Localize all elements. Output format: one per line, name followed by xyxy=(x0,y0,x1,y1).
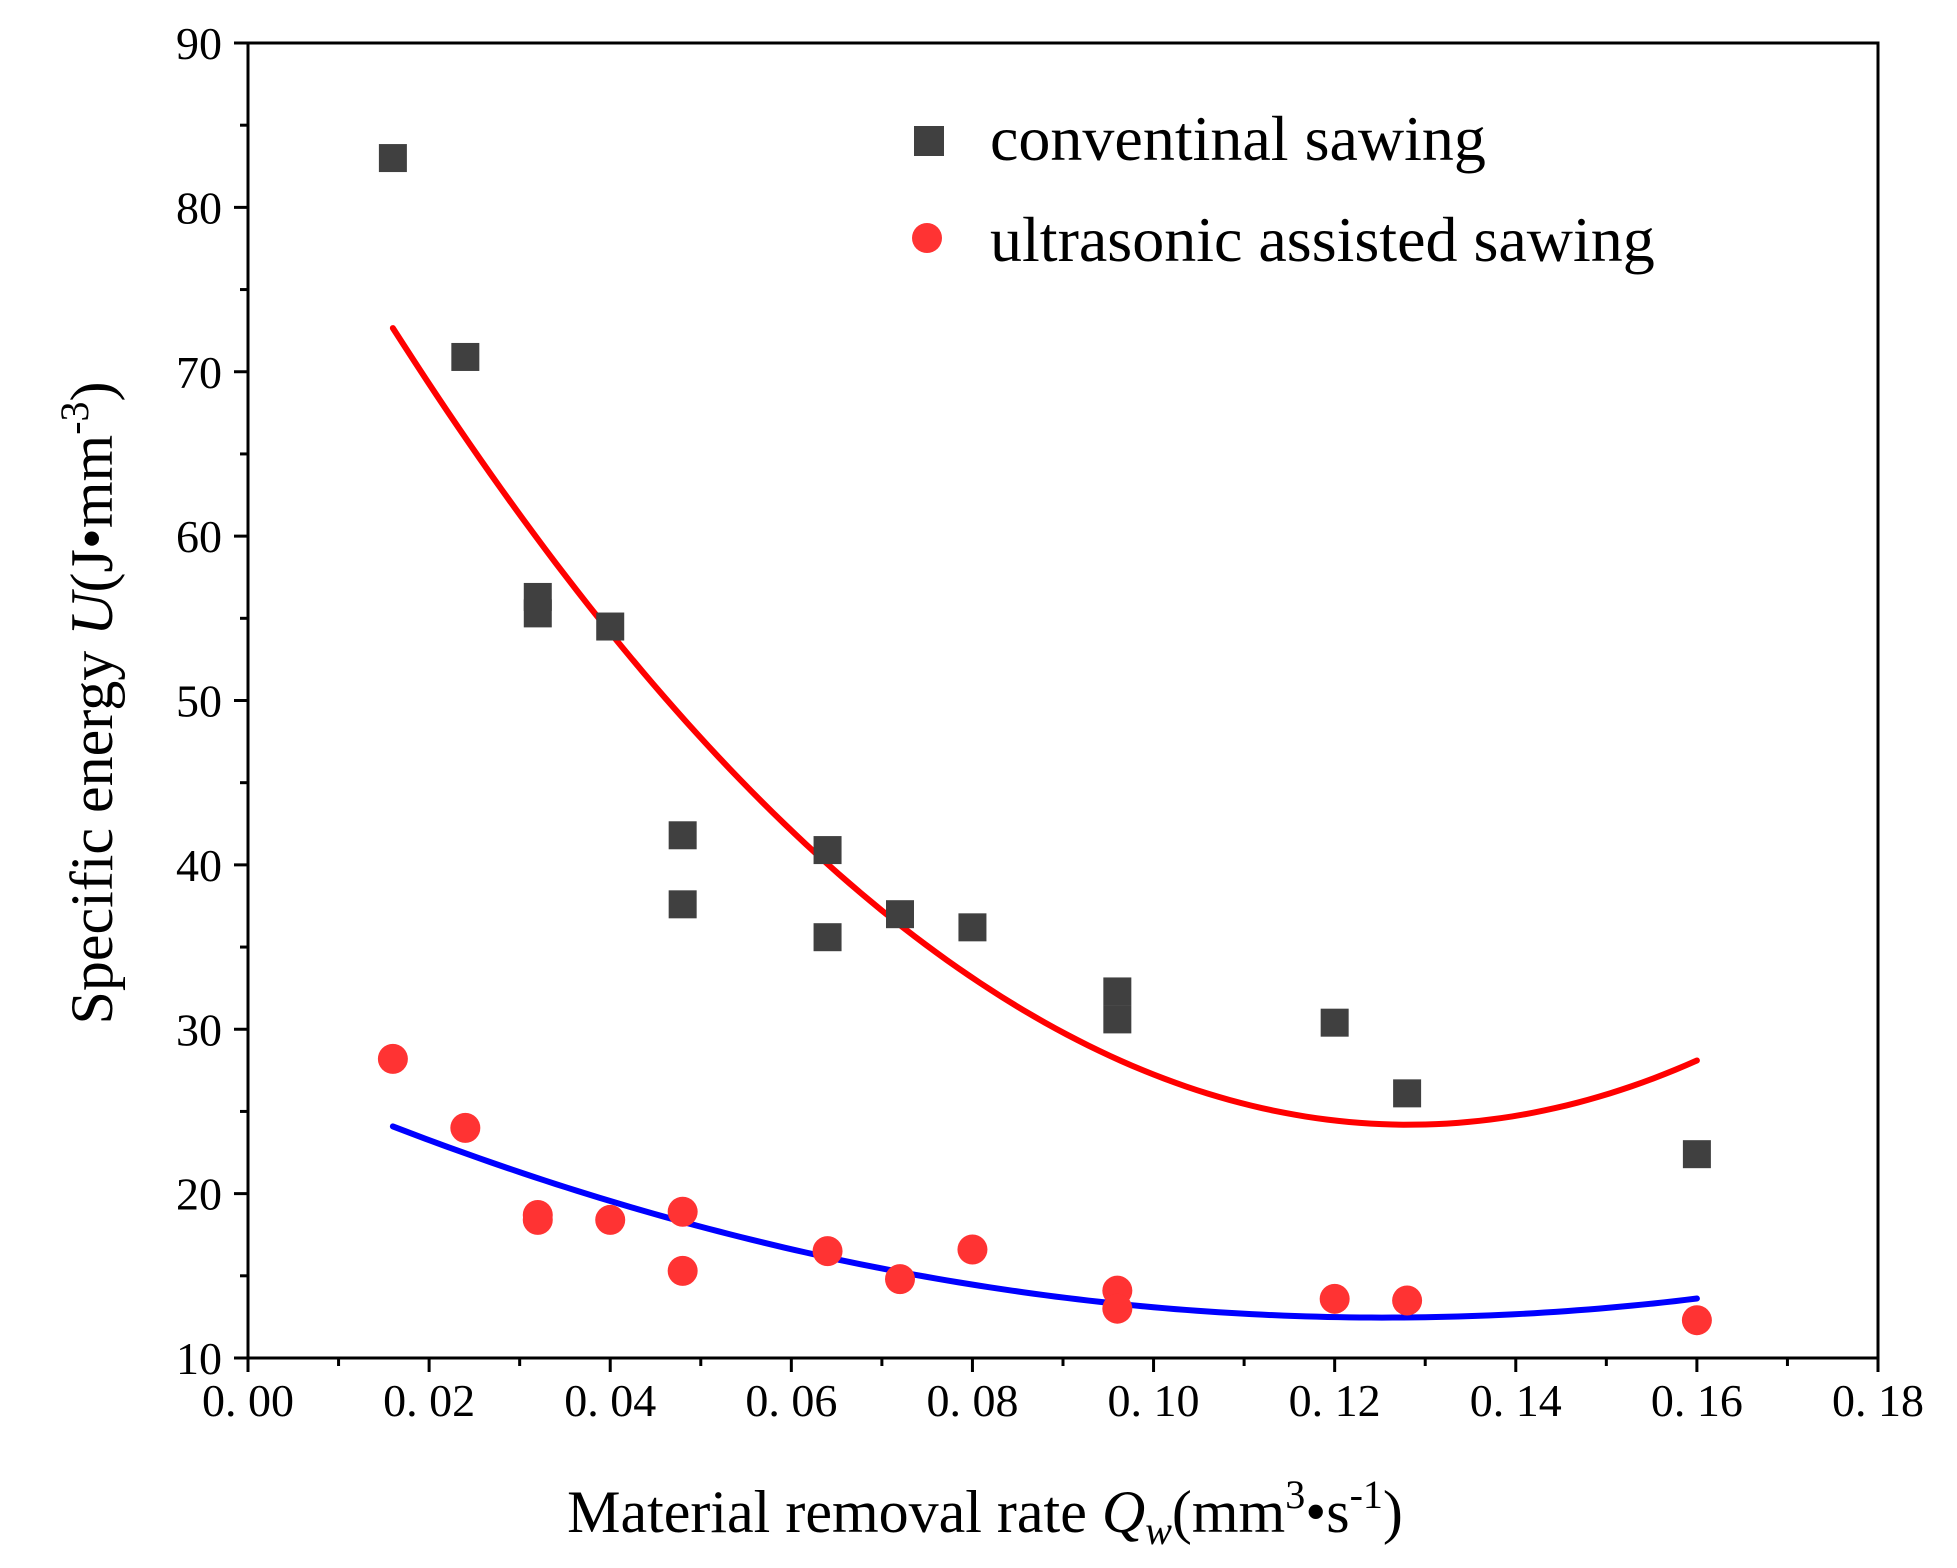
x-axis-ticks: 0. 00 0. 02 0. 04 0. 06 0. 08 0. 10 0. 12 0. 14… xyxy=(202,1358,1924,1426)
data-point-ultrasonic xyxy=(1102,1293,1133,1324)
data-point-conventional xyxy=(668,890,697,919)
y-tick-label: 50 xyxy=(176,676,222,727)
x-tick-label: 0. 10 xyxy=(1108,1375,1200,1426)
y-axis-title-unit-open: (J•mm xyxy=(59,435,125,593)
data-point-ultrasonic xyxy=(522,1204,553,1235)
data-point-ultrasonic xyxy=(667,1196,698,1227)
data-point-ultrasonic xyxy=(812,1236,843,1267)
data-point-conventional xyxy=(1103,1005,1132,1034)
data-points xyxy=(377,144,1712,1336)
y-tick-label: 30 xyxy=(176,1004,222,1055)
data-point-ultrasonic xyxy=(1681,1305,1712,1336)
fit-curve-ultrasonic xyxy=(389,1123,1700,1321)
data-point-ultrasonic xyxy=(667,1255,698,1286)
legend: conventinal sawing ultrasonic assisted s… xyxy=(912,103,1655,275)
x-tick-label: 0. 00 xyxy=(202,1375,294,1426)
x-axis-title-unit-close: ) xyxy=(1383,1479,1403,1545)
y-axis-title-unit-close: ) xyxy=(59,381,125,401)
x-tick-label: 0. 18 xyxy=(1832,1375,1924,1426)
data-point-ultrasonic xyxy=(1392,1285,1423,1316)
y-axis-title-prefix: Specific energy xyxy=(59,636,125,1025)
data-point-ultrasonic xyxy=(450,1112,481,1143)
y-axis-title-var: U xyxy=(59,589,125,636)
data-point-conventional xyxy=(1103,977,1132,1006)
x-axis-title-prefix: Material removal rate xyxy=(567,1479,1102,1545)
x-axis-title-var-sub: w xyxy=(1145,1508,1172,1553)
data-point-conventional xyxy=(813,923,842,952)
data-point-ultrasonic xyxy=(885,1264,915,1295)
y-axis-ticks: 10 20 30 40 50 60 70 80 90 xyxy=(176,18,248,1384)
y-axis-title: Specific energy U(J•mm-3) xyxy=(52,381,125,1024)
legend-marker-conventional xyxy=(914,126,944,156)
x-tick-label: 0. 02 xyxy=(383,1375,475,1426)
legend-label-conventional: conventinal sawing xyxy=(990,103,1486,174)
x-tick-label: 0. 04 xyxy=(564,1375,656,1426)
x-tick-label: 0. 12 xyxy=(1289,1375,1381,1426)
x-axis-title-unit-open: (mm xyxy=(1172,1479,1285,1545)
x-axis-title-unit-sup2: -1 xyxy=(1350,1472,1383,1517)
data-point-conventional xyxy=(1320,1008,1349,1037)
x-tick-label: 0. 06 xyxy=(745,1375,837,1426)
x-axis-title-unit-sup1: 3 xyxy=(1285,1472,1305,1517)
data-point-ultrasonic xyxy=(377,1043,408,1074)
data-point-conventional xyxy=(596,612,625,641)
data-point-ultrasonic xyxy=(957,1234,988,1265)
y-tick-label: 60 xyxy=(176,511,222,562)
x-tick-label: 0. 16 xyxy=(1651,1375,1743,1426)
y-tick-label: 90 xyxy=(176,18,222,69)
data-point-conventional xyxy=(958,913,987,942)
data-point-conventional xyxy=(451,342,480,371)
y-axis-title-unit-sup: -3 xyxy=(52,401,97,434)
legend-label-ultrasonic: ultrasonic assisted sawing xyxy=(990,204,1655,275)
y-tick-label: 20 xyxy=(176,1169,222,1220)
data-point-conventional xyxy=(668,821,697,850)
fit-curves xyxy=(389,325,1700,1321)
data-point-ultrasonic xyxy=(1319,1283,1350,1314)
x-tick-label: 0. 08 xyxy=(926,1375,1018,1426)
x-axis-title-var: Q xyxy=(1102,1479,1145,1545)
data-point-conventional xyxy=(813,836,842,865)
y-tick-label: 40 xyxy=(176,840,222,891)
data-point-conventional xyxy=(886,900,914,929)
data-point-conventional xyxy=(523,599,552,628)
fit-curve-conventional xyxy=(389,325,1700,1128)
data-point-conventional xyxy=(378,144,407,173)
x-axis-title: Material removal rate Qw(mm3•s-1) xyxy=(567,1472,1403,1553)
data-point-conventional xyxy=(1682,1140,1711,1169)
y-tick-label: 70 xyxy=(176,347,222,398)
x-axis-title-unit-mid: •s xyxy=(1305,1479,1349,1545)
y-tick-label: 80 xyxy=(176,182,222,233)
data-point-conventional xyxy=(1393,1079,1422,1108)
y-tick-label: 10 xyxy=(176,1333,222,1384)
x-tick-label: 0. 14 xyxy=(1470,1375,1562,1426)
data-point-ultrasonic xyxy=(595,1204,626,1235)
legend-marker-ultrasonic xyxy=(912,223,942,253)
